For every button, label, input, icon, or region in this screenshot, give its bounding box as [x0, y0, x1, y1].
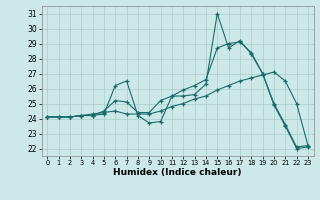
X-axis label: Humidex (Indice chaleur): Humidex (Indice chaleur): [113, 168, 242, 177]
